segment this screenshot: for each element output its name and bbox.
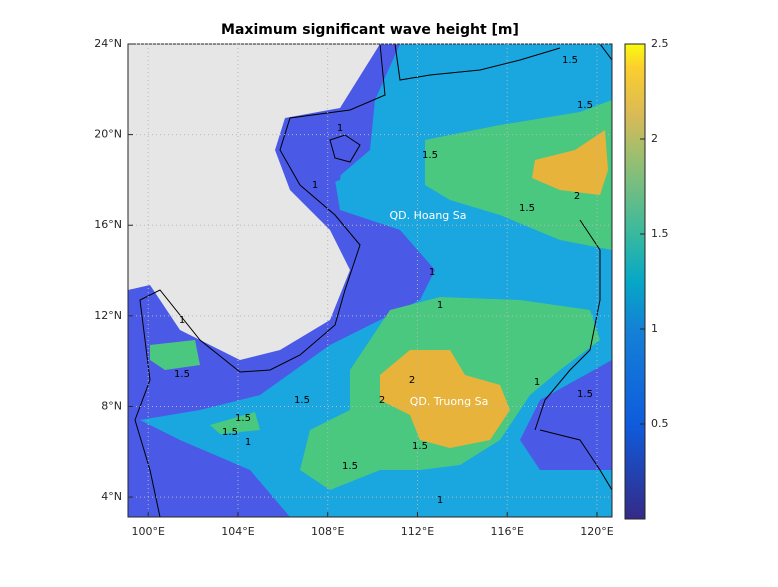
contour-label: 1.5: [174, 369, 190, 380]
coastline: [134, 44, 612, 517]
contour-label: 1: [437, 300, 443, 311]
contour-label: 1: [337, 123, 343, 134]
colorbar-tick-label: 2: [651, 132, 658, 145]
colorbar-tick-label: 1.5: [651, 227, 669, 240]
y-tick-label: 12°N: [94, 309, 122, 322]
contour-region: [210, 412, 260, 434]
y-tick-label: 8°N: [101, 399, 122, 412]
x-tick-label: 116°E: [490, 525, 523, 538]
contour-label: 1.5: [562, 55, 578, 66]
x-tick-label: 120°E: [580, 525, 613, 538]
contour-label: 1: [437, 495, 443, 506]
plot-frame: [127, 43, 613, 518]
contour-label: 1: [312, 180, 318, 191]
contour-label: 1: [429, 267, 435, 278]
x-tick-label: 112°E: [401, 525, 434, 538]
contour-label: 1.5: [577, 389, 593, 400]
colorbar-tick-label: 1: [651, 322, 658, 335]
contour-label: 1: [534, 377, 540, 388]
chart-title: Maximum significant wave height [m]: [221, 22, 519, 38]
contour-label: 1.5: [412, 441, 428, 452]
contour-label: 1.5: [422, 150, 438, 161]
contour-label: 2: [379, 395, 385, 406]
contour-label: 1: [179, 315, 185, 326]
map: [128, 44, 612, 517]
contour-label: 2: [574, 191, 580, 202]
colorbar-tick-label: 2.5: [651, 37, 669, 50]
contour-region: [532, 130, 608, 195]
contour-region: [290, 125, 345, 190]
y-tick-label: 24°N: [94, 37, 122, 50]
contour-label: 1.5: [519, 203, 535, 214]
annotation: QD. Hoang Sa: [389, 209, 466, 222]
contour-label: 1.5: [577, 100, 593, 111]
x-tick-label: 104°E: [221, 525, 254, 538]
y-tick-label: 4°N: [101, 490, 122, 503]
contour-label: 1.5: [294, 395, 310, 406]
contour-region: [150, 340, 200, 370]
x-tick-label: 100°E: [131, 525, 164, 538]
x-tick-label: 108°E: [311, 525, 344, 538]
contour-label: 1.5: [342, 461, 358, 472]
colorbar-tick-label: 0.5: [651, 417, 669, 430]
colorbar: [624, 43, 646, 520]
contour-region: [380, 350, 510, 448]
contour-label: 1.5: [235, 413, 251, 424]
contour-region: [425, 100, 612, 250]
annotation: QD. Truong Sa: [410, 395, 489, 408]
y-tick-label: 16°N: [94, 218, 122, 231]
contour-label: 1: [245, 437, 251, 448]
contour-label: 2: [409, 375, 415, 386]
contour-label: 1.5: [222, 427, 238, 438]
y-tick-label: 20°N: [94, 128, 122, 141]
